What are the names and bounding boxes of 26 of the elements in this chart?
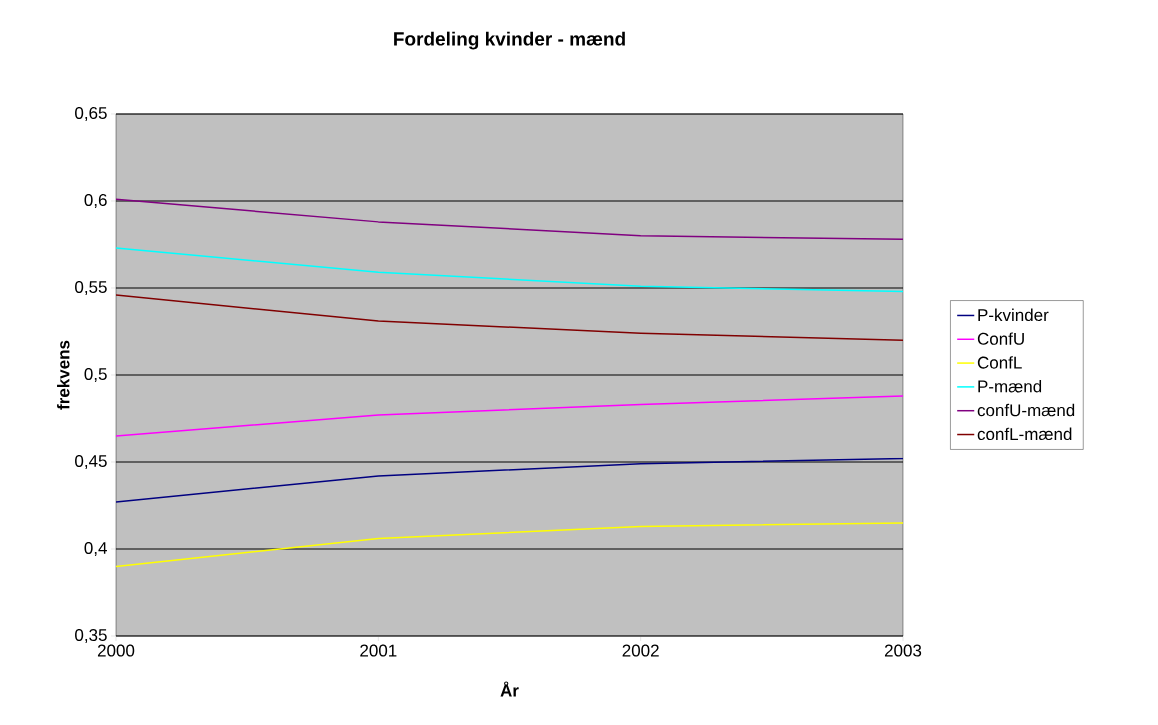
legend-label: P-mænd [978, 379, 1042, 393]
y-tick-label: 0,55 [75, 280, 107, 296]
y-axis-title: frekvens [57, 340, 70, 410]
x-axis-title: År [500, 681, 519, 697]
x-tick-label: 2000 [97, 644, 135, 657]
line-series [116, 294, 904, 341]
legend-label: ConfU [977, 332, 1024, 345]
line-series [116, 247, 904, 293]
legend-label: P-kvinder [978, 308, 1049, 322]
legend-label: ConfL [977, 356, 1022, 369]
y-tick-label: 0,4 [84, 541, 107, 557]
x-tick-label: 2003 [884, 644, 922, 657]
chart-title: Fordeling kvinder - mænd [394, 31, 625, 50]
legend-label: confU-mænd [977, 403, 1075, 417]
line-series [116, 457, 904, 503]
y-tick-label: 0,45 [75, 454, 107, 470]
line-series [116, 395, 904, 437]
y-tick-label: 0,65 [75, 106, 107, 122]
y-tick-label: 0,5 [84, 367, 107, 383]
x-tick-label: 2002 [622, 644, 659, 657]
line-series [116, 522, 904, 568]
y-tick-label: 0,35 [75, 628, 107, 644]
legend-label: confL-mænd [977, 427, 1072, 441]
y-tick-label: 0,6 [84, 193, 107, 209]
line-series [116, 198, 904, 241]
x-tick-label: 2001 [360, 644, 397, 657]
